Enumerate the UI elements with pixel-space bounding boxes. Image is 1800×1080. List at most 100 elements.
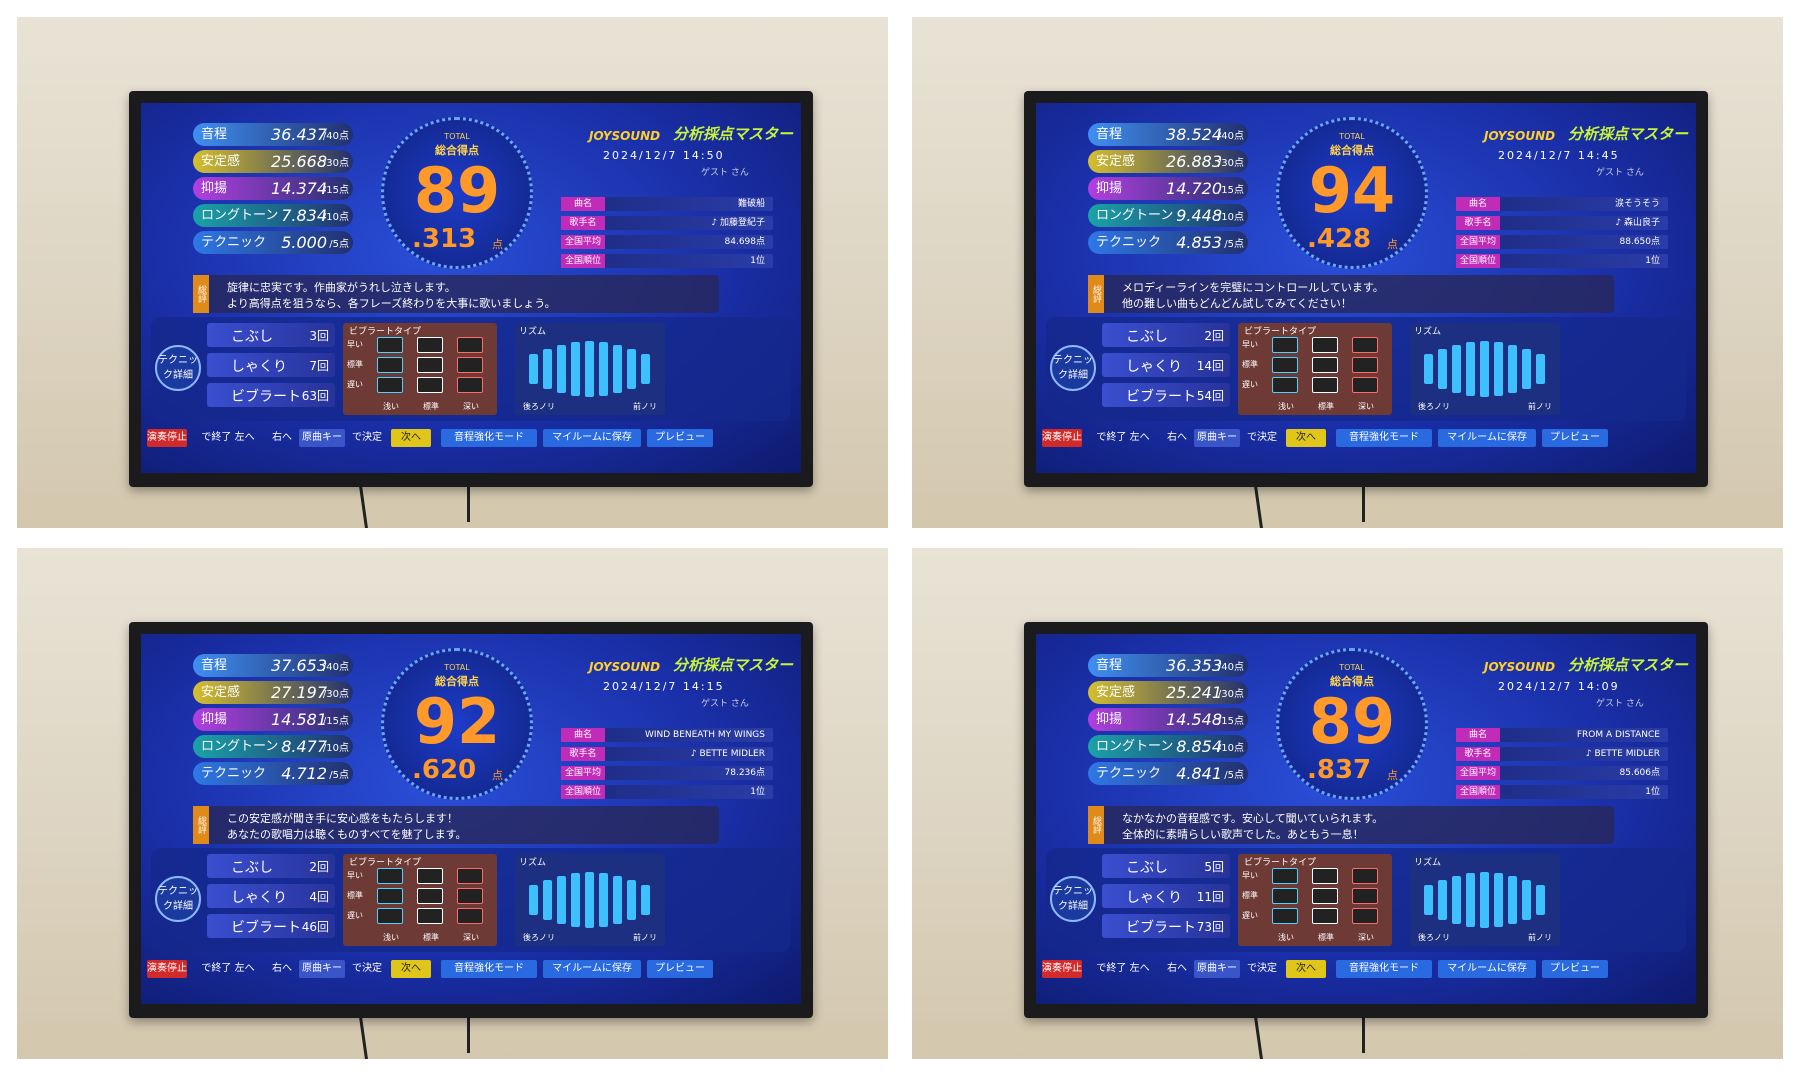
info-label: 全国順位 <box>561 785 605 799</box>
info-row: 歌手名 ♪ BETTE MIDLER <box>561 747 773 761</box>
vibrato-icon <box>417 908 443 924</box>
comment-line: メロディーラインを完璧にコントロールしています。 <box>1122 281 1384 294</box>
score-value: 25.668 <box>271 152 327 171</box>
tech-label: こぶし <box>1126 329 1168 345</box>
score-row: テクニック 5.000/5点 <box>193 231 353 254</box>
cable <box>1362 482 1365 522</box>
tech-panel: テクニック詳細 こぶし 2回 しゃくり 4回 ビブラート 46回 ビブラートタイプ 早い 標準 遅い… <box>151 848 791 952</box>
tech-label: こぶし <box>231 329 273 345</box>
user: ゲスト さん <box>1596 168 1644 178</box>
vibrato-icon <box>377 868 403 884</box>
score-row: ロングトーン 8.854/10点 <box>1088 735 1248 758</box>
total-dec: .428 <box>1307 224 1372 254</box>
vibrato-panel: ビブラートタイプ 早い 標準 遅い 浅い 標準 深い <box>343 854 497 946</box>
score-value: 14.720 <box>1166 179 1222 198</box>
vibrato-icon <box>457 377 483 393</box>
info-row: 曲名 難破船 <box>561 197 773 211</box>
score-value: 4.841 <box>1176 764 1222 783</box>
info-label: 曲名 <box>561 197 605 211</box>
rhythm-bar <box>585 341 594 397</box>
total-label: TOTAL <box>444 132 470 141</box>
rhythm-title: リズム <box>1414 327 1442 337</box>
rhythm-bar <box>571 342 580 396</box>
total-circle: TOTAL 総合得点 94.428 点 <box>1276 117 1428 269</box>
score-max: /30点 <box>322 689 349 700</box>
vibrato-icon <box>457 357 483 373</box>
comment-box: 総評 なかなかの音程感です。安心して聞いていられます。 全体的に素晴らしい歌声でした… <box>1088 806 1614 844</box>
total-title: 総合得点 <box>435 144 479 157</box>
vibrato-panel: ビブラートタイプ 早い 標準 遅い 浅い 標準 深い <box>1238 854 1392 946</box>
info-value: 1位 <box>1645 256 1660 266</box>
score-max: /10点 <box>322 212 349 223</box>
comment-line: なかなかの音程感です。安心して聞いていられます。 <box>1122 812 1384 825</box>
tech-panel: テクニック詳細 こぶし 2回 しゃくり 14回 ビブラート 54回 ビブラートタイプ 早い 標準遅… <box>1046 317 1686 421</box>
depth-label: 標準 <box>423 933 439 942</box>
score-value: 14.581 <box>271 710 327 729</box>
info-value: 84.698点 <box>724 237 766 247</box>
brand: JOYSOUND <box>589 129 661 143</box>
vibrato-icon <box>1352 377 1378 393</box>
info-value: WIND BENEATH MY WINGS <box>644 730 765 740</box>
rhythm-bar <box>1536 885 1545 915</box>
rhythm-bar <box>1452 876 1461 924</box>
score-label: 安定感 <box>201 154 241 169</box>
total-unit: 点 <box>1387 238 1398 251</box>
vibrato-icon <box>1312 357 1338 373</box>
score-max: /40点 <box>1217 131 1244 142</box>
vibrato-icon <box>1312 337 1338 353</box>
footer-button: 原曲キー <box>1194 960 1240 978</box>
rhythm-right: 前ノリ <box>1528 933 1552 942</box>
footer-button: で終了 左へ <box>201 963 255 974</box>
screen: 音程 36.353/40点 安定感 25.241/30点 抑揚 14.548/15点 ロング… <box>1036 634 1696 1004</box>
info-value: ♪ 加藤登紀子 <box>711 218 765 228</box>
score-value: 4.712 <box>281 764 327 783</box>
user: ゲスト さん <box>1596 699 1644 709</box>
rhythm-bar <box>557 876 566 924</box>
info-value: 78.236点 <box>724 768 766 778</box>
vibrato-icon <box>417 888 443 904</box>
rhythm-bar <box>571 873 580 927</box>
rhythm-panel: リズム 後ろノリ 前ノリ <box>1410 854 1560 946</box>
vibrato-icon <box>1272 908 1298 924</box>
tech-row: ビブラート 54回 <box>1102 383 1230 407</box>
depth-label: 深い <box>463 933 479 942</box>
vibrato-title: ビブラートタイプ <box>1244 858 1317 868</box>
tech-row: しゃくり 14回 <box>1102 353 1230 377</box>
info-label: 曲名 <box>561 728 605 742</box>
score-max: /30点 <box>322 158 349 169</box>
footer-button: で決定 <box>1247 963 1277 974</box>
vibrato-icon <box>1352 908 1378 924</box>
info-label: 全国平均 <box>561 766 605 780</box>
cable <box>358 1013 369 1059</box>
brand: JOYSOUND <box>1484 660 1556 674</box>
cable <box>358 482 369 528</box>
score-row: テクニック 4.841/5点 <box>1088 762 1248 785</box>
rhythm-bar <box>1522 880 1531 920</box>
footer-button: で終了 左へ <box>1096 432 1150 443</box>
tech-count: 46回 <box>301 920 329 934</box>
info-row: 全国平均 85.606点 <box>1456 766 1668 780</box>
photo: 音程 36.437/40点 安定感 25.668/30点 抑揚 14.374/15点 ロング… <box>17 17 888 528</box>
rhythm-bar <box>529 885 538 915</box>
score-max: /5点 <box>329 770 349 781</box>
rhythm-bar <box>529 354 538 384</box>
tv: 音程 36.353/40点 安定感 25.241/30点 抑揚 14.548/15点 ロング… <box>1024 622 1708 1018</box>
tech-row: ビブラート 46回 <box>207 914 335 938</box>
footer-button: 右へ <box>1167 432 1187 443</box>
score-label: 音程 <box>1096 658 1123 673</box>
comment-box: 総評 旋律に忠実です。作曲家がうれし泣きします。 より高得点を狙うなら、各フレーズ終… <box>193 275 719 313</box>
rhythm-title: リズム <box>1414 858 1442 868</box>
mode: 分析採点マスター <box>1568 656 1689 674</box>
rhythm-bar <box>1452 345 1461 393</box>
tech-label: しゃくり <box>1126 359 1182 375</box>
tech-panel: テクニック詳細 こぶし 5回 しゃくり 11回 ビブラート 73回 ビブラートタイプ 早い 標準遅… <box>1046 848 1686 952</box>
score-max: /10点 <box>322 743 349 754</box>
score-value: 37.653 <box>271 656 327 675</box>
speed-label: 早い <box>1242 340 1258 349</box>
score-max: /15点 <box>1217 716 1244 727</box>
mode: 分析採点マスター <box>673 125 794 143</box>
vibrato-icon <box>417 868 443 884</box>
score-value: 8.854 <box>1176 737 1222 756</box>
rhythm-bar <box>1494 873 1503 927</box>
rhythm-bar <box>1536 354 1545 384</box>
